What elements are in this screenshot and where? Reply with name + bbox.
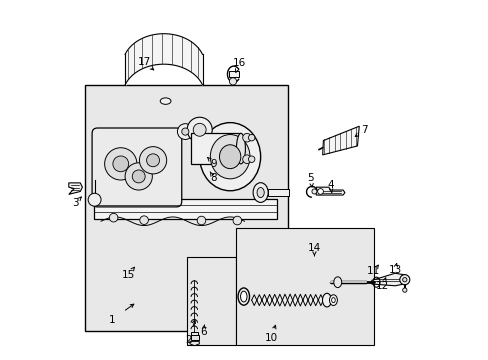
Ellipse shape xyxy=(253,183,267,202)
Bar xyxy=(94,199,276,219)
Ellipse shape xyxy=(333,277,341,288)
Text: 16: 16 xyxy=(232,58,245,68)
Text: 9: 9 xyxy=(210,159,217,169)
Circle shape xyxy=(140,216,148,225)
Ellipse shape xyxy=(160,98,171,104)
Text: 12: 12 xyxy=(375,281,388,291)
Bar xyxy=(85,85,287,330)
Circle shape xyxy=(402,288,406,292)
Text: 4: 4 xyxy=(326,180,333,190)
Ellipse shape xyxy=(236,134,245,164)
Text: 3: 3 xyxy=(72,198,79,208)
Polygon shape xyxy=(69,183,82,194)
Text: 14: 14 xyxy=(307,243,321,253)
Circle shape xyxy=(182,128,188,135)
Polygon shape xyxy=(316,187,344,195)
Circle shape xyxy=(187,117,212,142)
Bar xyxy=(267,189,289,196)
Circle shape xyxy=(242,134,251,142)
Bar xyxy=(229,71,238,77)
Circle shape xyxy=(311,189,316,194)
Circle shape xyxy=(229,78,236,85)
Text: 17: 17 xyxy=(137,57,150,67)
Ellipse shape xyxy=(329,295,337,306)
Circle shape xyxy=(109,213,118,222)
Circle shape xyxy=(402,278,406,282)
Bar xyxy=(190,335,198,339)
Circle shape xyxy=(125,163,152,190)
Circle shape xyxy=(193,123,206,136)
Circle shape xyxy=(248,134,254,141)
Bar xyxy=(187,257,235,345)
Circle shape xyxy=(399,275,409,285)
Circle shape xyxy=(104,148,137,180)
Ellipse shape xyxy=(322,293,331,307)
Circle shape xyxy=(177,124,193,139)
Circle shape xyxy=(88,193,101,206)
Circle shape xyxy=(317,189,323,194)
Circle shape xyxy=(132,170,145,183)
Circle shape xyxy=(139,147,166,174)
Circle shape xyxy=(146,154,159,167)
Circle shape xyxy=(242,155,251,163)
Text: 11: 11 xyxy=(366,266,380,276)
Text: 8: 8 xyxy=(210,173,217,183)
Ellipse shape xyxy=(219,145,240,168)
Bar xyxy=(235,228,373,345)
Ellipse shape xyxy=(199,123,260,191)
Ellipse shape xyxy=(238,288,249,305)
Bar xyxy=(190,332,198,338)
Ellipse shape xyxy=(331,298,335,303)
Ellipse shape xyxy=(257,188,264,198)
Text: 7: 7 xyxy=(361,125,367,135)
Circle shape xyxy=(197,216,205,225)
Text: 6: 6 xyxy=(200,327,206,337)
Text: 10: 10 xyxy=(264,333,277,343)
Polygon shape xyxy=(190,341,199,346)
Text: 13: 13 xyxy=(387,265,401,275)
Polygon shape xyxy=(322,126,359,155)
Circle shape xyxy=(233,216,241,225)
Ellipse shape xyxy=(240,291,246,302)
FancyBboxPatch shape xyxy=(92,128,182,207)
Ellipse shape xyxy=(210,135,249,179)
Polygon shape xyxy=(371,273,407,286)
Text: 5: 5 xyxy=(307,173,313,183)
Circle shape xyxy=(113,156,128,172)
Text: 1: 1 xyxy=(108,315,115,325)
Circle shape xyxy=(248,156,254,162)
Text: 15: 15 xyxy=(121,270,134,280)
Text: 2: 2 xyxy=(185,334,192,345)
Bar xyxy=(190,134,241,164)
